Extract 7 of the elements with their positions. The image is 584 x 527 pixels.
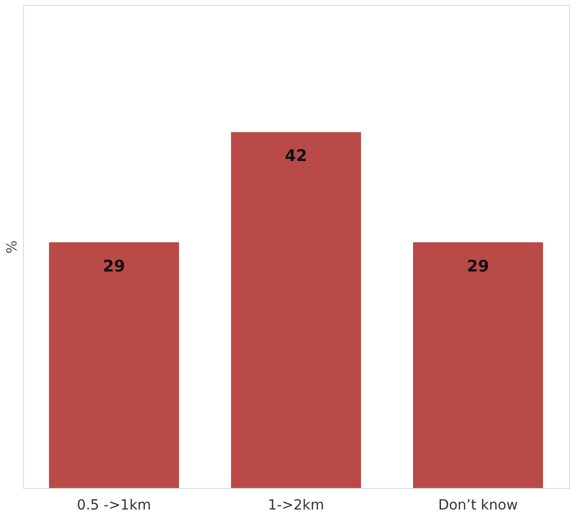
y-axis-title: %	[4, 240, 20, 254]
x-tick-label: Don’t know	[438, 498, 518, 514]
data-label: 29	[466, 256, 490, 276]
x-tick-label: 0.5 ->1km	[76, 498, 152, 514]
data-label: 29	[102, 256, 126, 276]
x-tick-label: 1->2km	[268, 498, 324, 514]
data-label: 42	[284, 146, 308, 166]
